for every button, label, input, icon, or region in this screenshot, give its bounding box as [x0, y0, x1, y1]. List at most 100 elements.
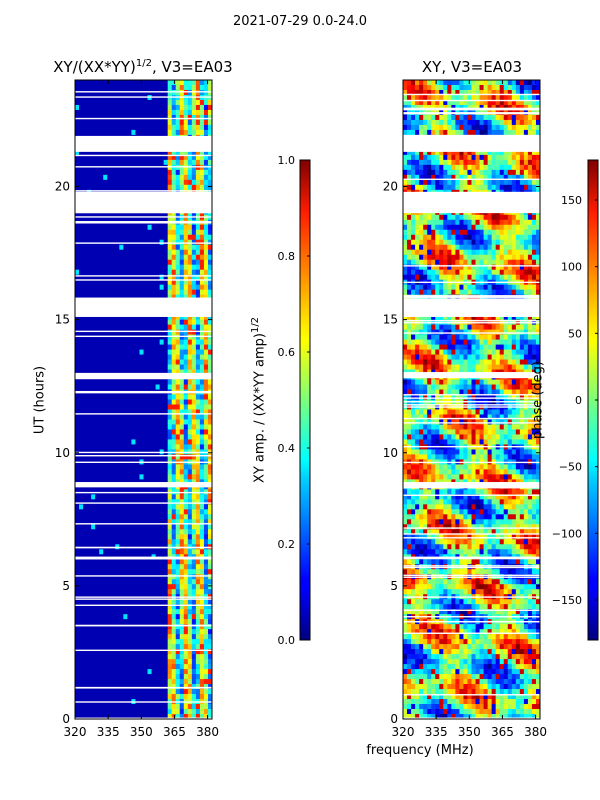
heatmap-cell [167, 289, 173, 296]
heatmap-cell [187, 124, 193, 131]
heatmap-cell [103, 344, 108, 351]
heatmap-cell [175, 509, 181, 515]
heatmap-cell [171, 659, 177, 665]
heatmap-cell [91, 154, 96, 161]
heatmap-cell [147, 504, 153, 510]
heatmap-cell [119, 679, 124, 685]
heatmap-cell [159, 409, 165, 416]
heatmap-cell [135, 614, 141, 620]
heatmap-cell [151, 249, 157, 256]
heatmap-cell [175, 344, 181, 351]
heatmap-cell [87, 534, 92, 540]
heatmap-cell [95, 614, 100, 620]
heatmap-cell [479, 119, 485, 126]
heatmap-cell [159, 129, 165, 136]
heatmap-cell [83, 269, 88, 276]
heatmap-cell [131, 674, 137, 680]
heatmap-cell [179, 464, 185, 470]
heatmap-cell [183, 669, 189, 675]
heatmap-cell [175, 524, 181, 530]
heatmap-cell [103, 254, 108, 261]
heatmap-cell [75, 119, 80, 126]
heatmap-cell [183, 409, 189, 416]
heatmap-cell [147, 149, 153, 156]
heatmap-cell [419, 149, 424, 156]
heatmap-cell [151, 224, 157, 231]
heatmap-cell [127, 159, 133, 166]
heatmap-cell [99, 649, 104, 655]
heatmap-cell [151, 539, 157, 545]
heatmap-cell [175, 154, 181, 161]
heatmap-cell [515, 149, 521, 156]
heatmap-cell [435, 94, 440, 101]
heatmap-cell [183, 689, 189, 695]
heatmap-cell [151, 549, 157, 555]
heatmap-cell [451, 154, 456, 161]
heatmap-cell [155, 244, 161, 251]
heatmap-cell [111, 104, 116, 111]
heatmap-cell [471, 80, 477, 86]
heatmap-cell [195, 504, 201, 510]
heatmap-cell [99, 394, 104, 401]
heatmap-cell [159, 614, 165, 620]
heatmap-cell [95, 559, 100, 565]
heatmap-cell [207, 549, 212, 555]
heatmap-cell [119, 674, 124, 680]
heatmap-cell [135, 559, 141, 565]
heatmap-cell [99, 674, 104, 680]
heatmap-cell [439, 99, 444, 106]
heatmap-cell [111, 149, 116, 156]
heatmap-cell [147, 524, 153, 530]
heatmap-cell [175, 429, 181, 436]
heatmap-cell [187, 184, 193, 191]
heatmap-cell [123, 599, 128, 605]
heatmap-cell [99, 639, 104, 645]
heatmap-cell [191, 259, 197, 266]
heatmap-cell [131, 114, 137, 121]
flagged-gap [75, 135, 212, 152]
heatmap-cell [87, 99, 92, 106]
heatmap-cell [131, 444, 137, 451]
heatmap-cell [163, 684, 169, 690]
heatmap-cell [103, 649, 108, 655]
heatmap-cell [183, 684, 189, 690]
heatmap-cell [139, 274, 145, 281]
flagged-line [75, 91, 212, 93]
heatmap-cell [119, 529, 124, 535]
heatmap-cell [111, 569, 116, 575]
heatmap-cell [83, 80, 88, 86]
heatmap-cell [95, 359, 100, 366]
heatmap-cell [99, 439, 104, 446]
heatmap-cell [207, 179, 212, 186]
heatmap-cell [119, 709, 124, 715]
heatmap-cell [115, 119, 120, 126]
heatmap-cell [187, 539, 193, 545]
heatmap-cell [199, 119, 205, 126]
heatmap-cell [171, 494, 177, 500]
heatmap-cell [195, 624, 201, 630]
heatmap-cell [179, 229, 185, 236]
heatmap-cell [155, 664, 161, 670]
heatmap-cell [99, 154, 104, 161]
heatmap-cell [99, 99, 104, 106]
heatmap-cell [179, 579, 185, 585]
heatmap-cell [119, 349, 124, 356]
heatmap-cell [107, 104, 112, 111]
heatmap-cell [163, 289, 169, 296]
heatmap-cell [155, 469, 161, 475]
heatmap-cell [123, 154, 128, 161]
heatmap-cell [119, 159, 124, 166]
heatmap-cell [199, 289, 205, 296]
heatmap-cell [95, 629, 100, 635]
heatmap-cell [159, 669, 165, 675]
heatmap-cell [103, 519, 108, 525]
heatmap-cell [139, 669, 145, 675]
heatmap-cell [111, 704, 116, 710]
heatmap-cell [203, 524, 209, 530]
heatmap-cell [87, 529, 92, 535]
heatmap-cell [135, 339, 141, 346]
heatmap-cell [183, 359, 189, 366]
heatmap-cell [187, 159, 193, 166]
heatmap-cell [199, 579, 205, 585]
heatmap-cell [147, 499, 153, 505]
